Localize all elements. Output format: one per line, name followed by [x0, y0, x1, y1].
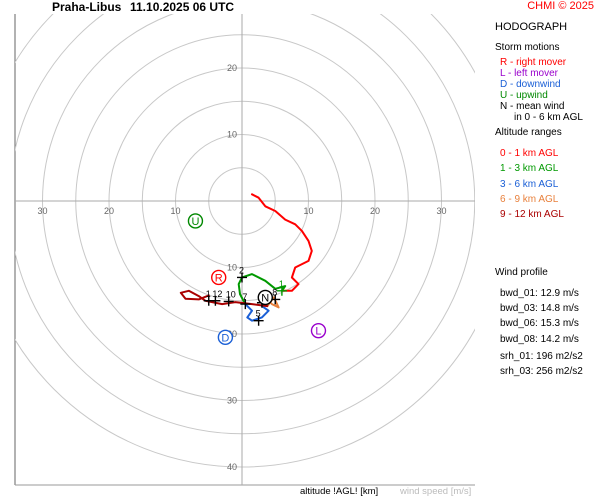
height-marker-label: 7 — [242, 292, 247, 302]
x-tick-label: 20 — [370, 206, 380, 216]
storm-legend-item: D - downwind — [500, 79, 561, 90]
storm-motions-legend: R - right mover L - left mover D - downwin… — [495, 57, 583, 123]
height-marker — [210, 295, 221, 306]
station-title: Praha-Libus — [52, 0, 122, 14]
y-tick-label: 40 — [227, 462, 237, 472]
x-tick-label: 30 — [37, 206, 47, 216]
storm-legend-item: N - mean wind — [500, 101, 565, 112]
wind-speed-footer: wind speed [m/s] — [400, 486, 472, 497]
altitude-legend-item: 9 - 12 km AGL — [500, 209, 564, 221]
datetime-title: 11.10.2025 06 UTC — [130, 0, 235, 14]
storm-legend-item: U - upwind — [500, 90, 548, 101]
storm-motions-title: Storm motions — [495, 42, 560, 53]
height-marker-label: 12 — [212, 289, 222, 299]
storm-motion-label: N — [261, 292, 269, 304]
x-tick-label: 30 — [436, 206, 446, 216]
storm-motion-marker — [217, 329, 234, 346]
y-tick-label: 10 — [227, 130, 237, 140]
altitude-legend-item: 3 - 6 km AGL — [500, 178, 559, 190]
srh-item: srh_01: 196 m2/s2 — [500, 351, 583, 362]
wind-profile-list: bwd_01: 12.9 m/s bwd_03: 14.8 m/s bwd_06: … — [495, 286, 579, 347]
altitude-legend-item: 0 - 1 km AGL — [500, 148, 559, 159]
height-marker — [253, 315, 264, 326]
wind-profile-item: bwd_03: 14.8 m/s — [500, 303, 579, 315]
wind-profile-item: bwd_06: 15.3 m/s — [500, 318, 579, 330]
y-tick-label: 20 — [227, 63, 237, 73]
storm-legend-item: L - left mover — [500, 68, 558, 79]
storm-motion-marker — [257, 289, 273, 306]
x-tick-label: 20 — [104, 206, 114, 216]
height-marker-label: 1 — [206, 289, 211, 299]
storm-motion-marker — [211, 269, 227, 286]
storm-motion-label: D — [221, 332, 229, 344]
storm-legend-item: R - right mover — [500, 57, 567, 68]
hodograph-segment — [251, 193, 313, 292]
height-marker-label: 1 — [279, 279, 284, 289]
wind-profile-item: bwd_01: 12.9 m/s — [500, 288, 579, 299]
storm-motion-marker — [187, 213, 204, 229]
height-marker-label: 8 — [272, 287, 277, 297]
height-marker — [223, 296, 234, 307]
y-tick-label: 30 — [227, 396, 237, 406]
storm-motion-label: U — [191, 216, 199, 228]
storm-motion-marker — [310, 322, 327, 339]
srh-item: srh_03: 256 m2/s2 — [500, 366, 583, 378]
storm-legend-item: in 0 - 6 km AGL — [514, 112, 583, 123]
x-tick-label: 10 — [303, 206, 313, 216]
altitude-ranges-title: Altitude ranges — [495, 127, 562, 138]
storm-motion-label: R — [215, 272, 223, 284]
x-tick-label: 10 — [170, 206, 180, 216]
height-marker — [240, 299, 251, 310]
height-marker — [237, 272, 247, 283]
y-tick-label: 10 — [227, 263, 237, 273]
height-marker — [276, 285, 287, 296]
height-marker-label: 2 — [239, 265, 244, 275]
wind-profile-item: bwd_08: 14.2 m/s — [500, 333, 579, 345]
storm-motion-label: L — [315, 326, 321, 338]
speed-ring — [15, 14, 475, 468]
altitude-legend-item: 6 - 9 km AGL — [500, 193, 559, 205]
hodograph-segment — [179, 289, 269, 308]
credit-text: CHMI © 2025 — [527, 0, 594, 12]
altitude-legend-item: 1 - 3 km AGL — [500, 163, 559, 175]
srh-list: srh_01: 196 m2/s2 srh_03: 256 m2/s2 — [495, 349, 583, 379]
wind-profile-title: Wind profile — [495, 267, 548, 278]
height-marker-label: 10 — [226, 289, 236, 299]
altitude-ranges-legend: 0 - 1 km AGL 1 - 3 km AGL 3 - 6 km AGL 6 - … — [495, 146, 564, 222]
height-marker-label: 5 — [256, 309, 261, 319]
panel-title: HODOGRAPH — [495, 21, 568, 33]
altitude-footer: altitude !AGL! [km] — [300, 486, 379, 497]
